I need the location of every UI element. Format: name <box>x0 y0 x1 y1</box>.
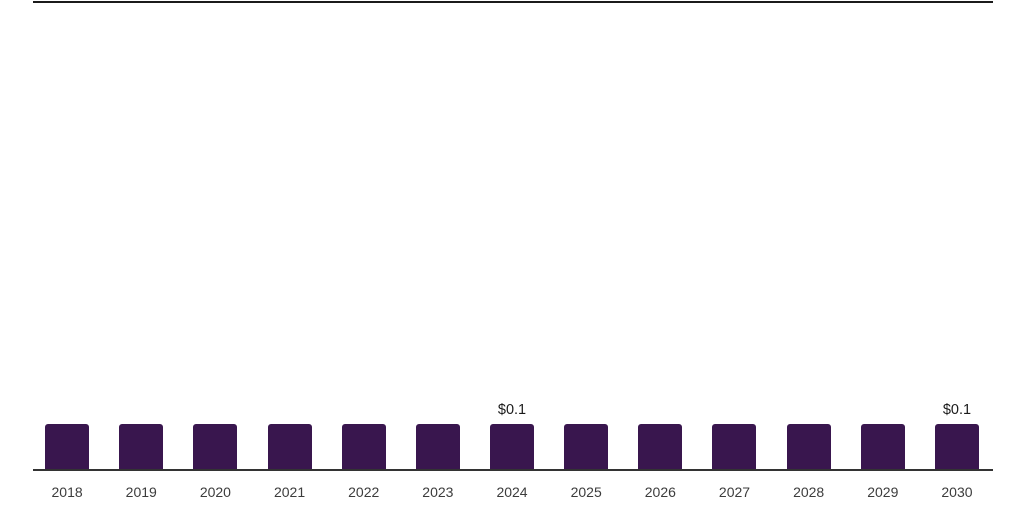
bar-2027 <box>712 424 757 470</box>
bar-2028 <box>786 424 831 470</box>
x-tick-label-2028: 2028 <box>793 484 825 500</box>
bar-slot-2030: $0.1 <box>920 402 994 470</box>
bar-slot-2026 <box>623 419 697 470</box>
bar-2026 <box>638 424 683 470</box>
bars-row: $0.1 $0.1 <box>30 402 994 470</box>
bar-2025 <box>564 424 609 470</box>
x-tick-label-2018: 2018 <box>51 484 83 500</box>
x-tick-label-2029: 2029 <box>867 484 899 500</box>
x-axis-tick-labels: 2018 2019 2020 2021 2022 2023 2024 2025 2026 2027… <box>30 484 994 501</box>
x-tick-label-2030: 2030 <box>941 484 973 500</box>
bar-2018 <box>45 424 90 470</box>
x-tick-label-2019: 2019 <box>125 484 157 500</box>
bar-slot-2029 <box>846 419 920 470</box>
chart-top-rule <box>33 1 993 3</box>
x-tick-label-2027: 2027 <box>718 484 751 500</box>
bar-2023 <box>415 424 460 470</box>
bar-slot-2028 <box>772 419 846 470</box>
bar-2029 <box>860 424 905 470</box>
bar-slot-2022 <box>327 419 401 470</box>
x-tick-label-2026: 2026 <box>644 484 676 500</box>
x-tick-label-2020: 2020 <box>199 484 231 500</box>
bar-slot-2021 <box>252 419 326 470</box>
x-tick-label-2024: 2024 <box>496 484 528 500</box>
bar-2020 <box>193 424 238 470</box>
x-tick-label-2022: 2022 <box>348 484 380 500</box>
x-tick-label-2023: 2023 <box>422 484 454 500</box>
x-tick-label-2025: 2025 <box>570 484 602 500</box>
bar-2019 <box>119 424 164 470</box>
x-tick-label-2021: 2021 <box>273 484 306 500</box>
x-axis-line <box>33 469 993 471</box>
bar-slot-2019 <box>104 419 178 470</box>
bar-2021 <box>267 424 312 470</box>
bar-2024 <box>490 424 535 470</box>
bar-slot-2023 <box>401 419 475 470</box>
bar-value-label-2024: $0.1 <box>497 402 527 418</box>
bar-slot-2025 <box>549 419 623 470</box>
bar-2030 <box>934 424 979 470</box>
bar-slot-2027 <box>697 419 771 470</box>
bar-value-label-2030: $0.1 <box>942 402 972 418</box>
bar-slot-2020 <box>178 419 252 470</box>
bar-slot-2018 <box>30 419 104 470</box>
bar-slot-2024: $0.1 <box>475 402 549 470</box>
bar-2022 <box>341 424 386 470</box>
